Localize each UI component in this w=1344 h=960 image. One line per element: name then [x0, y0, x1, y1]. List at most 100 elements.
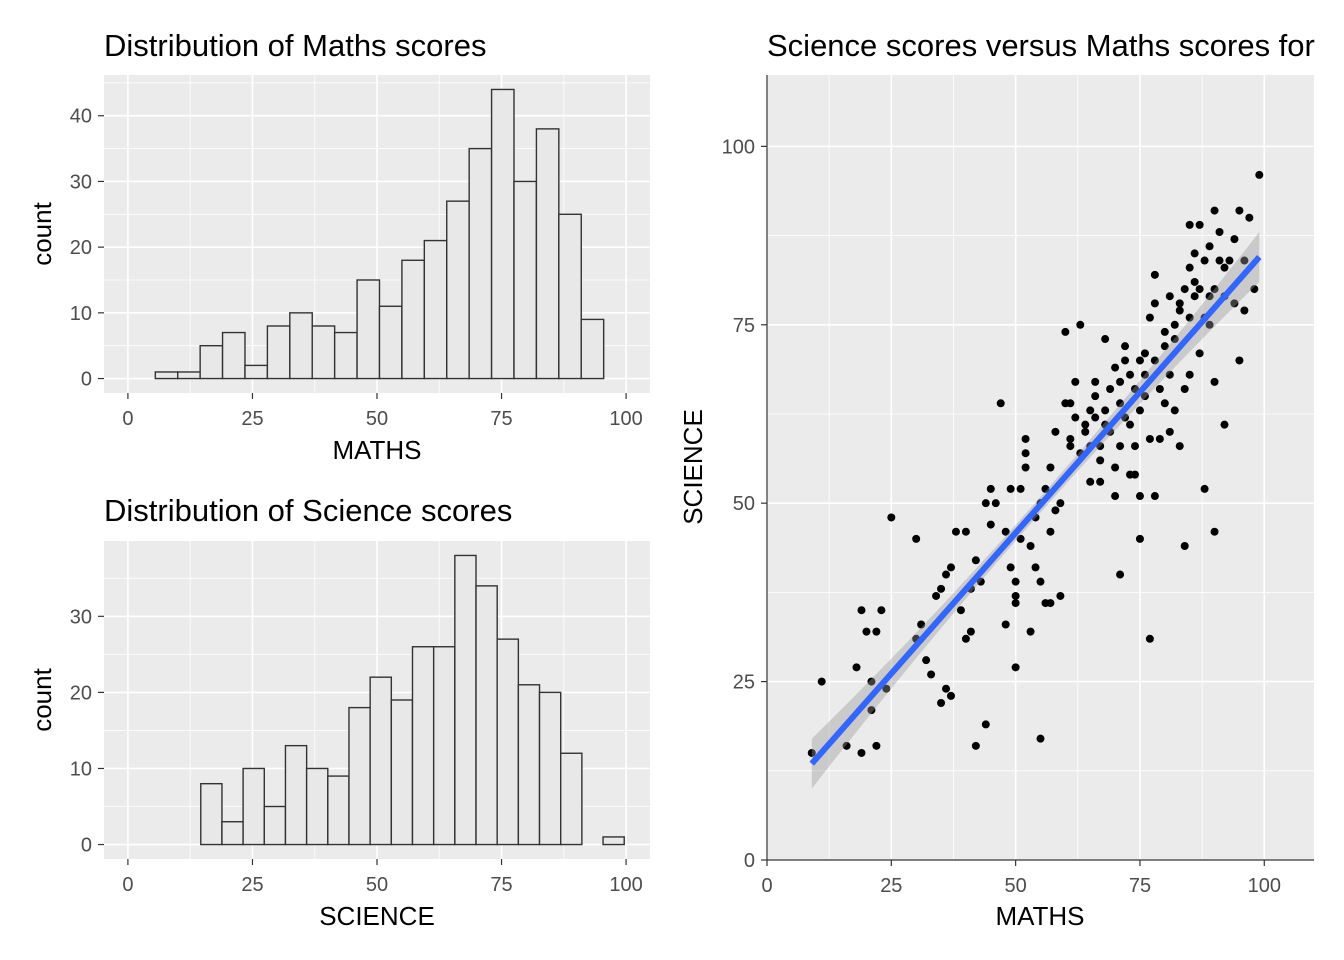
scatter-point: [1081, 427, 1090, 436]
histogram-bar: [538, 691, 562, 846]
scatter-point: [1135, 492, 1144, 501]
histogram-bar: [490, 88, 515, 380]
histogram-bar: [432, 646, 456, 846]
scatter-point: [1056, 591, 1065, 600]
scatter-point: [1046, 599, 1055, 608]
scatter-point: [1066, 399, 1075, 408]
scatter-point: [1106, 385, 1115, 393]
scatter-point: [1016, 534, 1025, 543]
scatter-point: [1235, 356, 1244, 365]
histogram-bar: [535, 128, 560, 380]
scatter-point: [1126, 370, 1135, 379]
scatter-point: [817, 677, 826, 686]
y-tick-label: 50: [733, 493, 755, 515]
scatter-point: [1135, 356, 1144, 365]
scatter-point: [1205, 292, 1214, 301]
histogram-bar: [560, 752, 583, 846]
scatter-point: [1145, 634, 1154, 643]
scatter-point: [1140, 370, 1149, 379]
scatter-point: [1130, 442, 1139, 451]
histogram-bar: [496, 638, 520, 846]
scatter-point: [1096, 456, 1105, 465]
x-tick-label: 100: [609, 874, 642, 896]
y-axis-title: SCIENCE: [678, 409, 708, 525]
histogram-bar: [263, 805, 287, 846]
histogram-bar: [200, 782, 223, 846]
scatter-point: [1205, 242, 1214, 251]
scatter-point: [1250, 285, 1259, 294]
histogram-bar: [242, 767, 265, 846]
scatter-point: [1026, 627, 1035, 636]
scatter-point: [1145, 434, 1154, 443]
scatter-point: [1230, 299, 1239, 308]
scatter-point: [872, 627, 881, 636]
scatter-point: [1155, 434, 1164, 443]
scatter-point: [1116, 570, 1125, 579]
scatter-point: [1111, 463, 1120, 472]
scatter-point: [1210, 377, 1219, 386]
scatter-point: [1135, 406, 1144, 415]
y-axis: 0 10 20 30 40: [70, 106, 104, 391]
y-axis-title: count: [27, 667, 57, 731]
scatter-point: [1111, 363, 1120, 372]
scatter-point: [877, 606, 886, 615]
scatter-point: [1011, 663, 1020, 672]
scatter-point: [1006, 563, 1015, 572]
scatter-point: [1036, 734, 1045, 743]
scatter-point: [1130, 470, 1139, 479]
scatter-point: [1200, 256, 1209, 265]
scatter-point: [1170, 335, 1179, 344]
x-tick-label: 25: [241, 408, 263, 430]
x-tick-label: 50: [1005, 875, 1027, 897]
scatter-point: [1165, 292, 1174, 301]
scatter-point: [946, 563, 955, 572]
histogram-bar: [513, 180, 538, 380]
scatter-point: [971, 556, 980, 565]
histogram-bar: [284, 744, 308, 846]
scatter-point: [1091, 377, 1100, 386]
scatter-point: [1155, 385, 1164, 393]
scatter-point: [1150, 299, 1159, 308]
scatter-point: [1150, 492, 1159, 501]
points: [807, 170, 1264, 757]
scatter-point: [1185, 313, 1194, 322]
scatter-point: [951, 527, 960, 536]
scatter-point: [1235, 206, 1244, 215]
scatter-point: [1011, 599, 1020, 608]
scatter-point: [1001, 620, 1010, 629]
x-axis-title: MATHS: [995, 901, 1084, 931]
x-tick-label: 100: [609, 408, 642, 430]
y-axis: 0 10 20 30: [70, 606, 104, 857]
scatter-point: [1091, 392, 1100, 401]
scatter-point: [1041, 484, 1050, 493]
scatter-point: [1230, 235, 1239, 244]
chart-title: Science scores versus Maths scores for: [767, 28, 1315, 63]
scatter-point: [807, 748, 816, 757]
scatter-point: [1150, 356, 1159, 365]
scatter-point: [1240, 256, 1249, 265]
scatter-point: [1081, 420, 1090, 429]
x-tick-label: 0: [761, 875, 772, 897]
scatter-point: [1096, 477, 1105, 486]
scatter-point: [1160, 342, 1169, 351]
scatter-point: [1111, 492, 1120, 501]
scatter-point: [1011, 577, 1020, 586]
chart-title: Distribution of Science scores: [104, 493, 512, 528]
scatter-point: [1215, 228, 1224, 236]
scatter-point: [981, 720, 990, 729]
y-tick-label: 10: [70, 758, 92, 780]
scatter-point: [867, 706, 876, 715]
scatter-point: [946, 691, 955, 700]
scatter-point: [1016, 484, 1025, 493]
bars: [200, 554, 625, 846]
histogram-bar: [411, 646, 435, 846]
scatter-point: [1026, 542, 1035, 550]
scatter-point: [1116, 377, 1125, 386]
scatter-point: [1121, 342, 1130, 351]
scatter-point: [1165, 427, 1174, 436]
scatter-point: [1160, 327, 1169, 336]
scatter-point: [917, 620, 926, 629]
scatter-point: [1031, 563, 1040, 572]
x-tick-label: 0: [122, 874, 133, 896]
scatter-point: [1066, 434, 1075, 443]
